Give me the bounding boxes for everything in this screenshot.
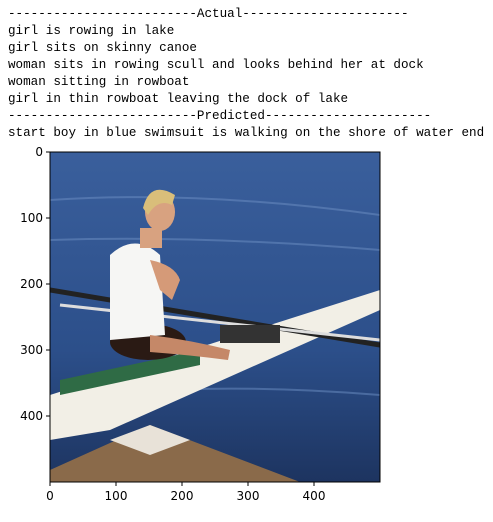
y-tick-label: 300 bbox=[20, 343, 43, 357]
output-line: girl in thin rowboat leaving the dock of… bbox=[8, 92, 348, 106]
output-line: girl sits on skinny canoe bbox=[8, 41, 197, 55]
y-tick-label: 400 bbox=[20, 409, 43, 423]
output-line: woman sitting in rowboat bbox=[8, 75, 189, 89]
output-line: woman sits in rowing scull and looks beh… bbox=[8, 58, 424, 72]
x-tick-label: 0 bbox=[46, 489, 54, 503]
x-tick-label: 100 bbox=[105, 489, 128, 503]
y-tick-label: 200 bbox=[20, 277, 43, 291]
output-line: start boy in blue swimsuit is walking on… bbox=[8, 126, 484, 140]
photo bbox=[50, 152, 380, 482]
x-tick-label: 300 bbox=[237, 489, 260, 503]
y-tick-label: 0 bbox=[35, 145, 43, 159]
x-tick-label: 200 bbox=[171, 489, 194, 503]
x-tick-label: 400 bbox=[303, 489, 326, 503]
y-tick-label: 100 bbox=[20, 211, 43, 225]
text-output: -------------------------Actual---------… bbox=[8, 7, 484, 140]
output-line: girl is rowing in lake bbox=[8, 24, 174, 38]
axes-frame bbox=[49, 151, 381, 483]
output-line: -------------------------Predicted------… bbox=[8, 109, 431, 123]
output-line: -------------------------Actual---------… bbox=[8, 7, 409, 21]
